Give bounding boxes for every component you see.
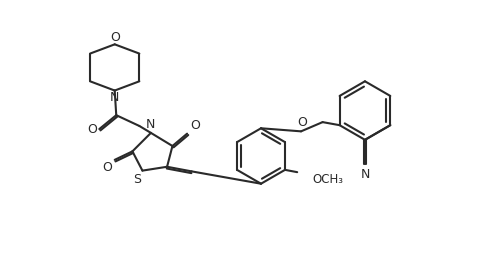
Text: N: N bbox=[146, 118, 155, 131]
Text: O: O bbox=[87, 122, 97, 136]
Text: N: N bbox=[110, 91, 119, 104]
Text: S: S bbox=[133, 173, 141, 186]
Text: O: O bbox=[296, 116, 306, 129]
Text: O: O bbox=[190, 119, 200, 132]
Text: O: O bbox=[109, 30, 120, 44]
Text: O: O bbox=[102, 161, 111, 174]
Text: OCH₃: OCH₃ bbox=[312, 172, 343, 186]
Text: N: N bbox=[360, 168, 369, 181]
